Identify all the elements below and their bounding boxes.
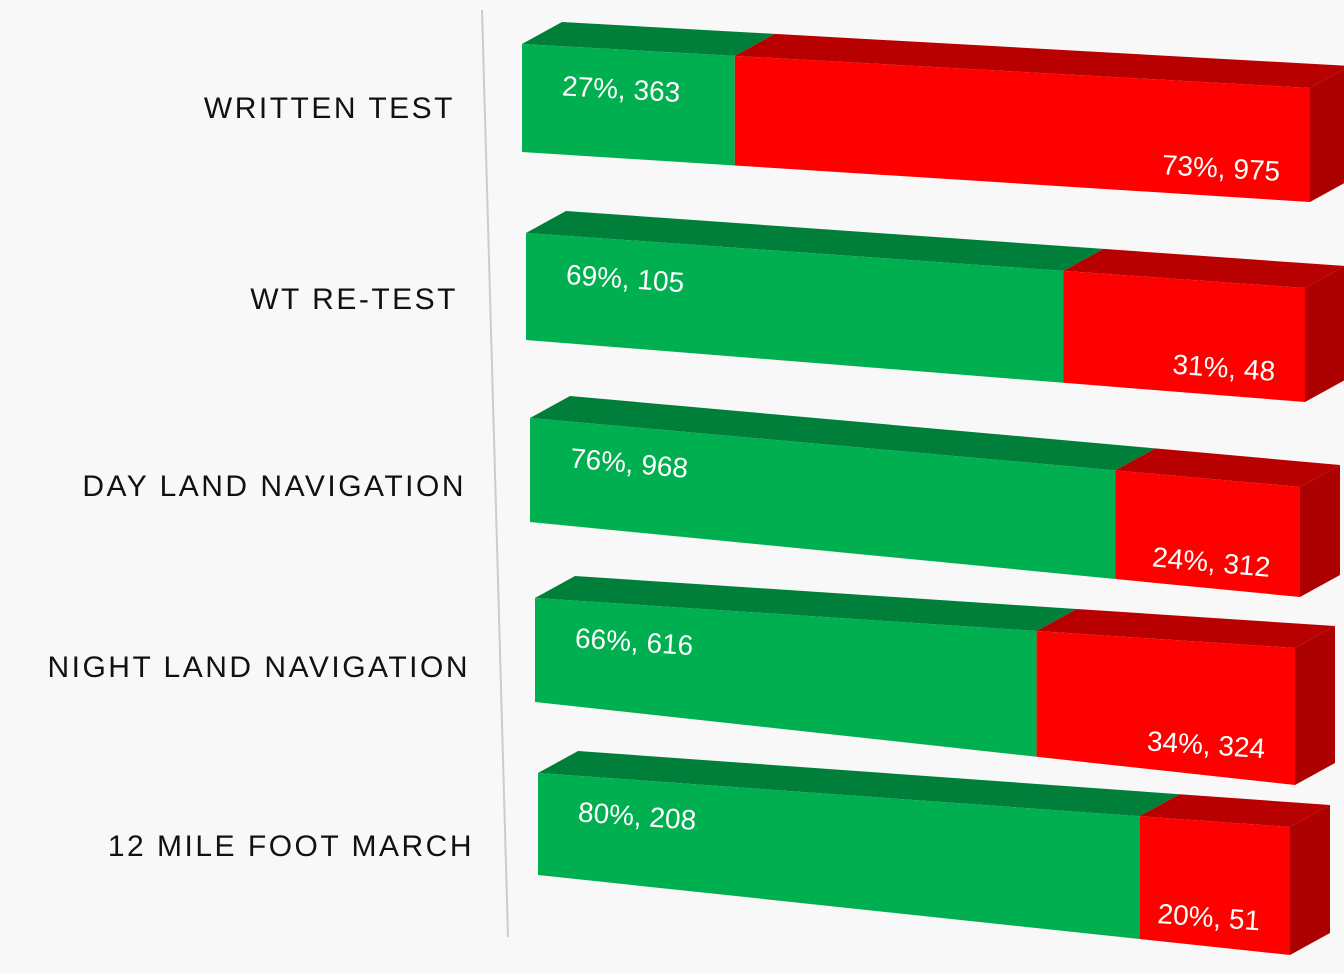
bar-segment bbox=[530, 396, 1156, 579]
data-label: 73%, 975 bbox=[1161, 149, 1281, 187]
bar-front bbox=[535, 598, 1037, 757]
bar-front bbox=[1063, 270, 1305, 402]
axis-line bbox=[481, 9, 509, 938]
bar-top bbox=[1139, 794, 1330, 827]
data-label: 66%, 616 bbox=[574, 622, 694, 661]
bar-segment bbox=[1115, 448, 1340, 597]
data-label: 27%, 363 bbox=[561, 70, 681, 108]
category-label: WRITTEN TEST bbox=[204, 92, 455, 125]
bar-segment bbox=[734, 33, 1344, 203]
bar-end bbox=[1290, 805, 1330, 955]
bar-top bbox=[526, 211, 1104, 271]
bar-top bbox=[1115, 448, 1340, 487]
bar-top bbox=[1063, 248, 1344, 288]
bar-front bbox=[530, 418, 1116, 579]
bar-front bbox=[1139, 816, 1290, 955]
bar-top bbox=[530, 396, 1156, 471]
bar-segment bbox=[1139, 794, 1330, 955]
bar-end bbox=[1305, 266, 1344, 402]
bar-end bbox=[1310, 69, 1344, 202]
bar-segment bbox=[1036, 609, 1335, 785]
bar-front bbox=[526, 233, 1064, 383]
bar-segment bbox=[538, 751, 1180, 939]
bar-front bbox=[538, 773, 1140, 939]
bar-top bbox=[522, 22, 775, 56]
bar-segment bbox=[522, 22, 775, 166]
data-label: 31%, 48 bbox=[1172, 349, 1277, 387]
bar-top bbox=[538, 751, 1180, 817]
bar-top bbox=[535, 576, 1077, 631]
bar-segment bbox=[1063, 248, 1344, 402]
bar-front bbox=[1115, 470, 1300, 597]
bar-end bbox=[1300, 465, 1340, 597]
category-label: DAY LAND NAVIGATION bbox=[82, 470, 466, 503]
bar-segment bbox=[526, 211, 1104, 383]
bar-end bbox=[1295, 626, 1335, 785]
category-label: NIGHT LAND NAVIGATION bbox=[47, 651, 470, 684]
category-label: WT RE-TEST bbox=[250, 283, 458, 316]
bar-front bbox=[1036, 631, 1295, 785]
data-label: 34%, 324 bbox=[1146, 725, 1266, 764]
category-label: 12 MILE FOOT MARCH bbox=[108, 830, 474, 863]
bar-segment bbox=[535, 576, 1077, 757]
bar-front bbox=[734, 55, 1310, 203]
bar-top bbox=[1036, 609, 1335, 648]
bar-front bbox=[522, 44, 735, 166]
data-label: 20%, 51 bbox=[1157, 898, 1262, 936]
bar-top bbox=[734, 33, 1344, 88]
